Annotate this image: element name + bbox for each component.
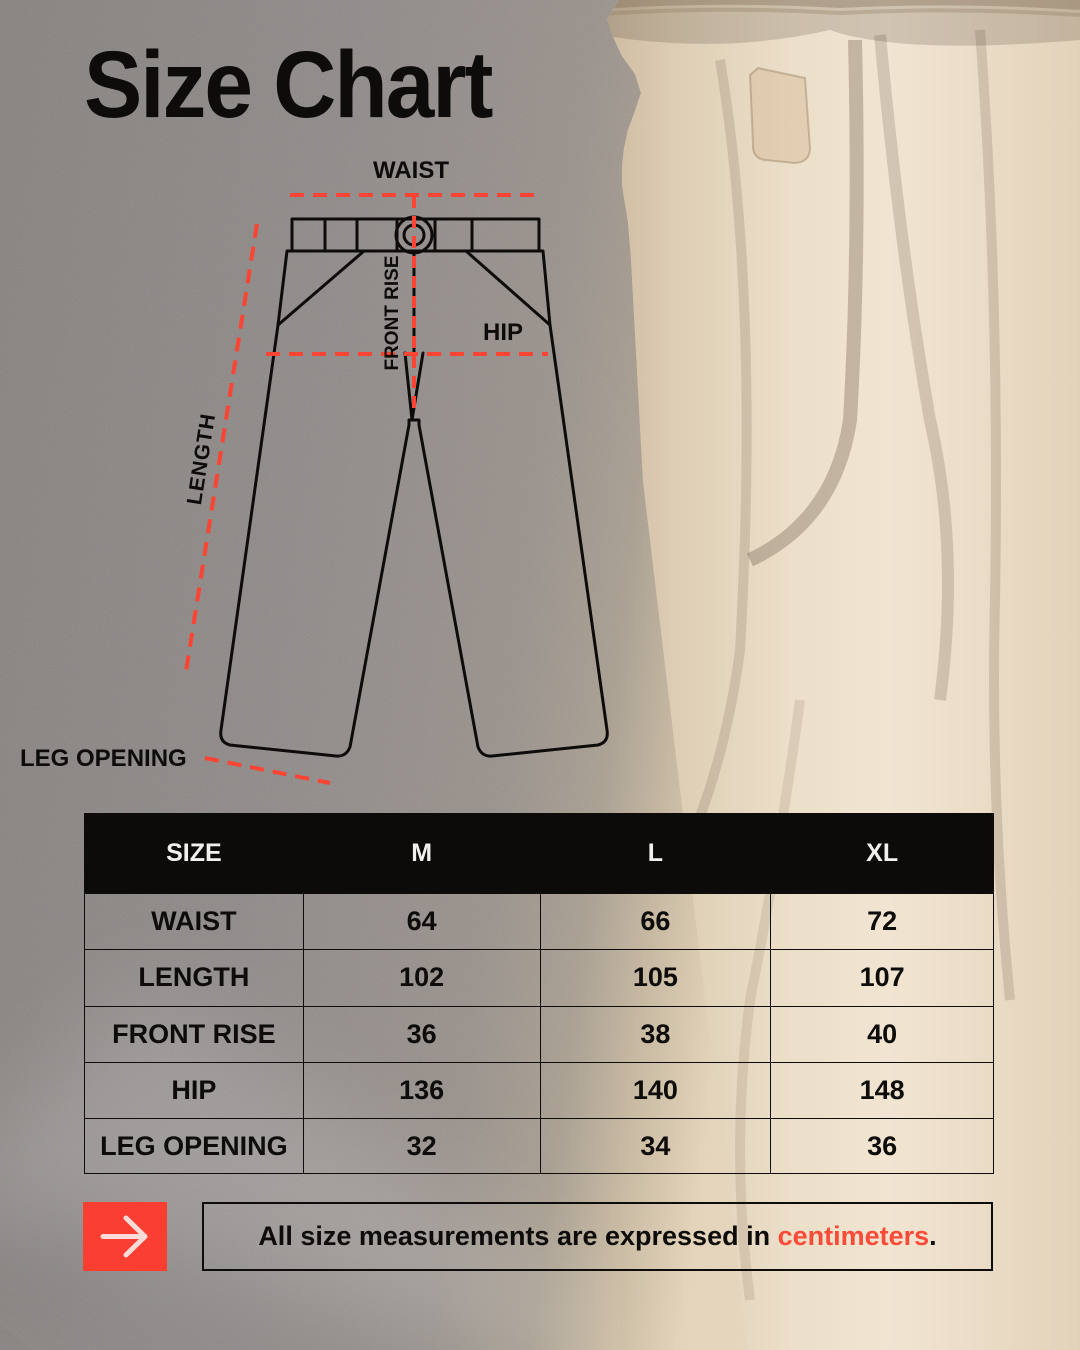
svg-text:WAIST: WAIST — [373, 157, 449, 184]
svg-text:LENGTH: LENGTH — [183, 412, 220, 507]
svg-text:HIP: HIP — [483, 319, 523, 346]
svg-text:LEG OPENING: LEG OPENING — [20, 745, 187, 772]
svg-text:FRONT RISE: FRONT RISE — [382, 255, 403, 370]
